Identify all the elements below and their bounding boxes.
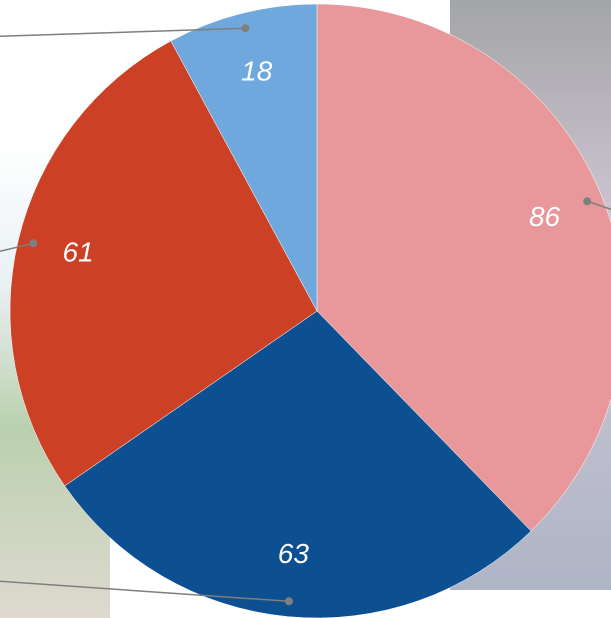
data-label: 18 xyxy=(241,55,273,86)
leader-line xyxy=(586,200,611,210)
leader-dot xyxy=(583,197,592,206)
leader-dot xyxy=(29,239,38,248)
leader-line xyxy=(0,580,289,603)
leader-line xyxy=(0,27,246,38)
leader-dot xyxy=(241,24,250,33)
leader-line xyxy=(0,242,34,253)
pie-slice xyxy=(316,3,611,532)
leader-dot xyxy=(284,597,293,606)
data-label: 63 xyxy=(278,538,310,569)
pie-slice xyxy=(170,3,318,312)
pie-slice xyxy=(9,40,318,487)
data-label: 61 xyxy=(63,236,94,267)
pie-slice xyxy=(64,310,532,618)
data-label: 86 xyxy=(529,201,561,232)
